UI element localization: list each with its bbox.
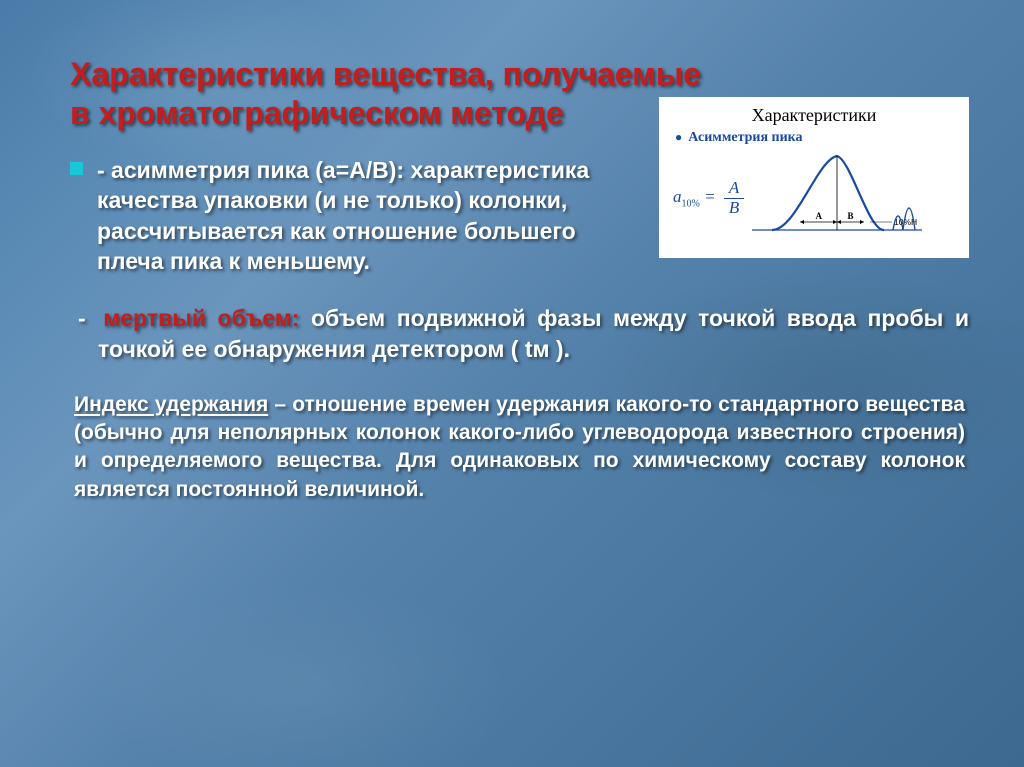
content-row: - асимметрия пика (а=А/В): характеристик…	[70, 155, 969, 276]
term-dead-volume: мертвый объем:	[103, 305, 299, 331]
asymmetry-formula: a10% = AB	[669, 179, 744, 217]
dead-volume-definition: - мертвый объем: объем подвижной фазы ме…	[70, 303, 969, 365]
figure-title: Характеристики	[669, 105, 959, 126]
slide-title: Характеристики вещества, получаемые в хр…	[70, 55, 720, 133]
svg-text:A: A	[816, 211, 823, 221]
svg-text:B: B	[848, 211, 854, 221]
bullet-1-text: - асимметрия пика (а=А/В): характеристик…	[97, 155, 641, 276]
bullet-square-icon	[70, 162, 83, 175]
retention-index-paragraph: Индекс удержания – отношение времен удер…	[70, 391, 969, 504]
asymmetry-figure: Характеристики ●Асимметрия пика a10% = A…	[659, 97, 969, 258]
term-retention-index: Индекс удержания	[74, 393, 268, 416]
bullet-dot-icon: ●	[675, 130, 682, 144]
peak-chart: AB10%H	[752, 148, 922, 248]
figure-subtitle: ●Асимметрия пика	[675, 130, 959, 146]
bullet-1: - асимметрия пика (а=А/В): характеристик…	[70, 155, 641, 276]
